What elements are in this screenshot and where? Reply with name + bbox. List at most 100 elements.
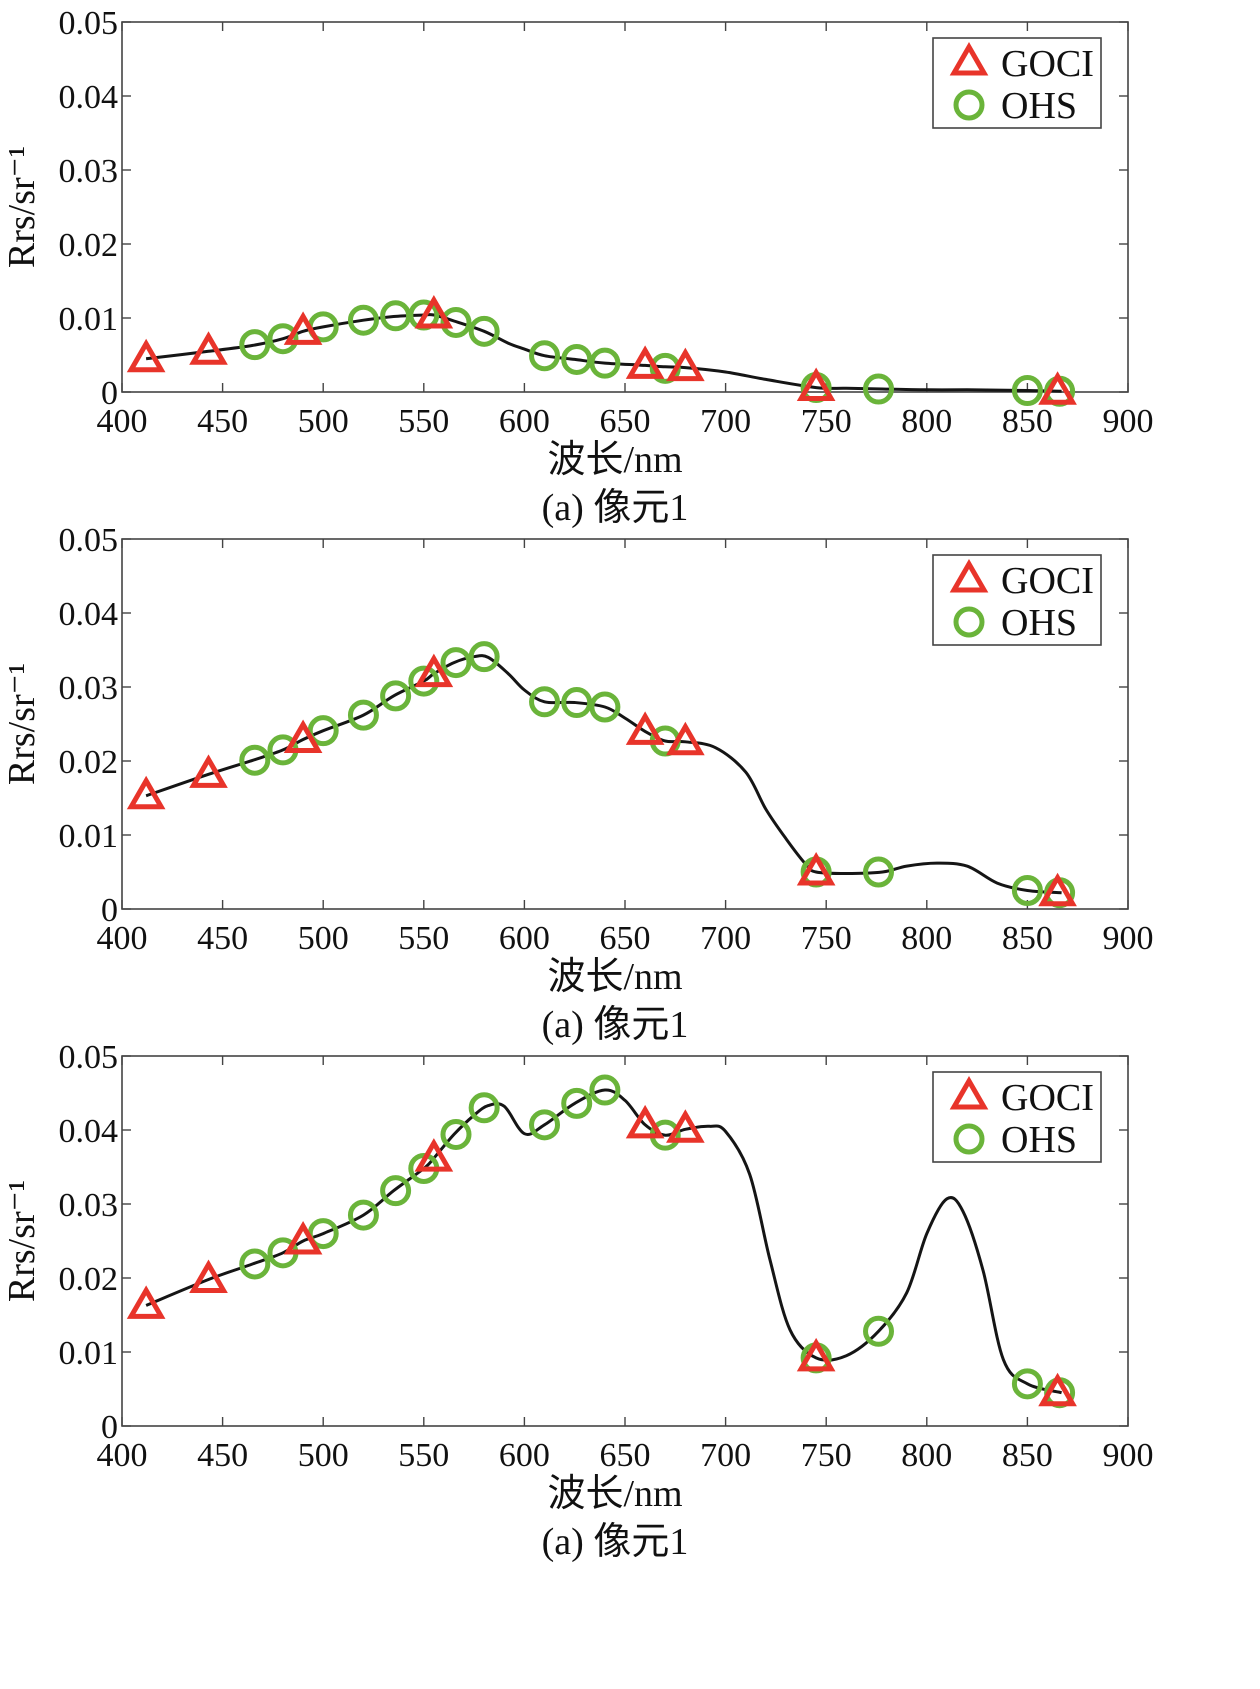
panel-caption: (a) 像元1: [542, 1004, 689, 1046]
goci-marker: [625, 711, 665, 745]
goci-marker: [625, 345, 665, 379]
y-tick-label: 0: [101, 1409, 118, 1446]
legend-goci-label: GOCI: [1001, 1077, 1094, 1119]
ohs-marker: [408, 665, 440, 697]
ohs-marker: [589, 1074, 621, 1106]
y-tick-label: 0.05: [59, 522, 119, 559]
x-tick-label: 700: [700, 1437, 751, 1474]
ohs-marker: [468, 641, 500, 673]
x-tick-label: 600: [499, 920, 550, 957]
goci-marker: [283, 719, 323, 754]
ohs-marker: [239, 329, 271, 361]
goci-marker: [126, 775, 166, 810]
legend-ohs-label: OHS: [1001, 1119, 1077, 1161]
goci-marker: [414, 295, 454, 329]
x-tick-label: 450: [197, 920, 248, 957]
x-tick-label: 700: [700, 403, 751, 440]
goci-marker: [283, 311, 323, 345]
y-tick-label: 0.01: [59, 818, 119, 855]
goci-marker: [625, 1104, 665, 1139]
goci-marker: [796, 367, 836, 402]
y-tick-label: 0.02: [59, 744, 119, 781]
goci-marker: [666, 347, 705, 382]
x-tick-label: 900: [1103, 403, 1154, 440]
y-tick-label: 0.02: [59, 1261, 119, 1298]
y-tick-label: 0.03: [59, 153, 119, 190]
ohs-marker: [440, 306, 472, 338]
legend-goci-label: GOCI: [1001, 560, 1094, 602]
x-tick-label: 750: [801, 1437, 852, 1474]
legend-goci-symbol: [949, 558, 989, 593]
y-tick-label: 0.04: [59, 596, 119, 633]
y-tick-label: 0.01: [59, 1335, 119, 1372]
x-tick-label: 650: [600, 403, 651, 440]
y-tick-label: 0.04: [59, 79, 119, 116]
x-tick-label: 550: [398, 920, 449, 957]
legend-ohs-label: OHS: [1001, 602, 1077, 644]
legend-ohs-symbol: [953, 606, 985, 638]
ohs-marker: [468, 315, 500, 347]
x-tick-label: 800: [901, 1437, 952, 1474]
goci-marker: [126, 1285, 166, 1319]
x-tick-label: 750: [801, 403, 852, 440]
y-tick-label: 0.01: [59, 301, 119, 338]
ohs-marker: [440, 1118, 472, 1150]
y-axis-label: Rrs/sr⁻¹: [1, 146, 43, 268]
ohs-marker: [561, 687, 593, 719]
goci-marker: [126, 338, 166, 373]
y-tick-label: 0.05: [59, 1039, 119, 1076]
x-tick-label: 400: [97, 1437, 148, 1474]
goci-marker: [796, 851, 836, 886]
legend-box: [932, 554, 1102, 646]
x-tick-label: 500: [298, 1437, 349, 1474]
ohs-marker: [863, 373, 895, 405]
goci-marker: [1038, 1372, 1077, 1407]
chart-panel-2: 400 450 500 550 600 650 700 750 800 850 900 0 0.01 0.…: [1, 522, 1154, 1046]
goci-marker: [414, 653, 454, 688]
goci-marker: [189, 1259, 228, 1293]
y-tick-label: 0.03: [59, 1187, 119, 1224]
goci-marker: [796, 1337, 836, 1372]
ohs-marker: [440, 647, 472, 679]
x-tick-label: 850: [1002, 403, 1053, 440]
ohs-marker: [347, 1199, 379, 1231]
legend-ohs-symbol: [953, 1123, 985, 1155]
ohs-marker: [529, 340, 561, 372]
ohs-marker: [863, 856, 895, 888]
reflectance-curve: [145, 313, 1062, 393]
y-tick-label: 0.03: [59, 670, 119, 707]
y-axis-label: Rrs/sr⁻¹: [1, 1180, 43, 1302]
ohs-marker: [863, 1315, 895, 1347]
legend-goci-label: GOCI: [1001, 43, 1094, 85]
x-tick-label: 450: [197, 1437, 248, 1474]
legend-ohs-symbol: [953, 89, 985, 121]
ohs-marker: [1011, 1368, 1043, 1400]
x-tick-label: 400: [97, 403, 148, 440]
legend-ohs-label: OHS: [1001, 85, 1077, 127]
x-tick-label: 550: [398, 1437, 449, 1474]
reflectance-curve: [145, 654, 1062, 895]
x-tick-label: 850: [1002, 920, 1053, 957]
x-tick-label: 800: [901, 920, 952, 957]
x-tick-label: 700: [700, 920, 751, 957]
y-axis-label: Rrs/sr⁻¹: [1, 663, 43, 785]
x-tick-label: 900: [1103, 1437, 1154, 1474]
x-tick-label: 500: [298, 403, 349, 440]
ohs-marker: [468, 1092, 500, 1124]
y-tick-label: 0.05: [59, 5, 119, 42]
ohs-marker: [529, 686, 561, 718]
goci-marker: [414, 1138, 454, 1172]
x-tick-label: 600: [499, 403, 550, 440]
x-tick-label: 450: [197, 403, 248, 440]
goci-marker: [1038, 371, 1077, 405]
goci-marker: [1038, 872, 1077, 907]
x-tick-label: 400: [97, 920, 148, 957]
ohs-marker: [380, 1175, 412, 1207]
ohs-marker: [347, 699, 379, 731]
x-tick-label: 650: [600, 1437, 651, 1474]
